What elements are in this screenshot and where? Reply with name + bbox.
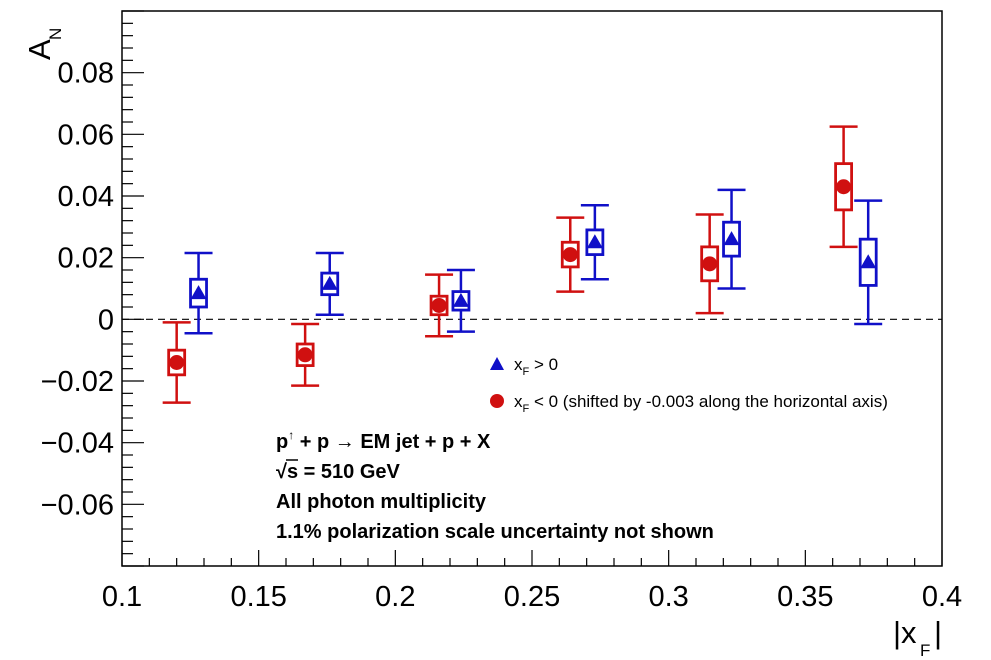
y-tick-label: −0.06 bbox=[41, 489, 114, 521]
series-1 bbox=[184, 188, 883, 335]
legend-triangle-marker bbox=[490, 357, 504, 370]
plot-frame bbox=[121, 10, 943, 567]
x-axis-title: |x bbox=[893, 615, 917, 650]
circle-point bbox=[702, 256, 718, 272]
triangle-point bbox=[452, 292, 469, 307]
y-tick-label: −0.04 bbox=[41, 428, 114, 460]
x-axis-title-sub: F bbox=[920, 641, 930, 660]
x-axis-title-close: | bbox=[934, 615, 942, 650]
circle-point bbox=[297, 347, 313, 363]
svg-text:N: N bbox=[46, 28, 65, 40]
data-marks bbox=[162, 125, 883, 404]
x-tick-label: 0.25 bbox=[504, 581, 560, 613]
y-tick-label: 0.06 bbox=[58, 119, 114, 151]
x-tick-label: 0.35 bbox=[777, 581, 833, 613]
y-tick-label: 0.08 bbox=[58, 58, 114, 90]
circle-point bbox=[836, 179, 852, 195]
annotation-energy: √s = 510 GeV bbox=[276, 461, 400, 483]
x-tick-label: 0.15 bbox=[230, 581, 286, 613]
x-tick-label: 0.1 bbox=[102, 581, 142, 613]
x-tick-label: 0.2 bbox=[375, 581, 415, 613]
legend: xF > 0 xF < 0 (shifted by -0.003 along t… bbox=[490, 355, 888, 415]
x-tick-label: 0.4 bbox=[922, 581, 962, 613]
svg-text:A: A bbox=[22, 39, 57, 60]
annotation-multiplicity: All photon multiplicity bbox=[276, 491, 487, 513]
y-tick-label: 0.04 bbox=[58, 181, 114, 213]
circle-point bbox=[169, 355, 185, 370]
tick-labels: 0.1 0.15 0.2 0.25 0.3 0.35 0.4 −0.06 −0.04 −0.02 0… bbox=[41, 58, 963, 613]
annotation-block: p↑ + p → EM jet + p + X √s = 510 GeV All… bbox=[276, 428, 714, 543]
triangle-point bbox=[321, 275, 338, 290]
y-tick-label: 0 bbox=[98, 304, 114, 336]
axis-ticks bbox=[121, 10, 943, 567]
y-axis-title: A N bbox=[22, 28, 65, 60]
legend-entry-2: xF < 0 (shifted by -0.003 along the hori… bbox=[514, 392, 888, 415]
y-tick-label: 0.02 bbox=[58, 243, 114, 275]
triangle-point bbox=[190, 285, 207, 300]
y-tick-label: −0.02 bbox=[41, 366, 114, 398]
triangle-point bbox=[723, 231, 740, 246]
legend-circle-marker bbox=[490, 394, 504, 408]
annotation-reaction: p↑ + p → EM jet + p + X bbox=[276, 428, 491, 453]
triangle-point bbox=[860, 254, 877, 269]
series-2 bbox=[162, 125, 858, 404]
circle-point bbox=[431, 297, 447, 313]
x-tick-label: 0.3 bbox=[649, 581, 689, 613]
triangle-point bbox=[586, 234, 603, 249]
legend-entry-1: xF > 0 bbox=[514, 355, 558, 378]
annotation-uncertainty: 1.1% polarization scale uncertainty not … bbox=[276, 521, 714, 543]
circle-point bbox=[562, 247, 578, 263]
